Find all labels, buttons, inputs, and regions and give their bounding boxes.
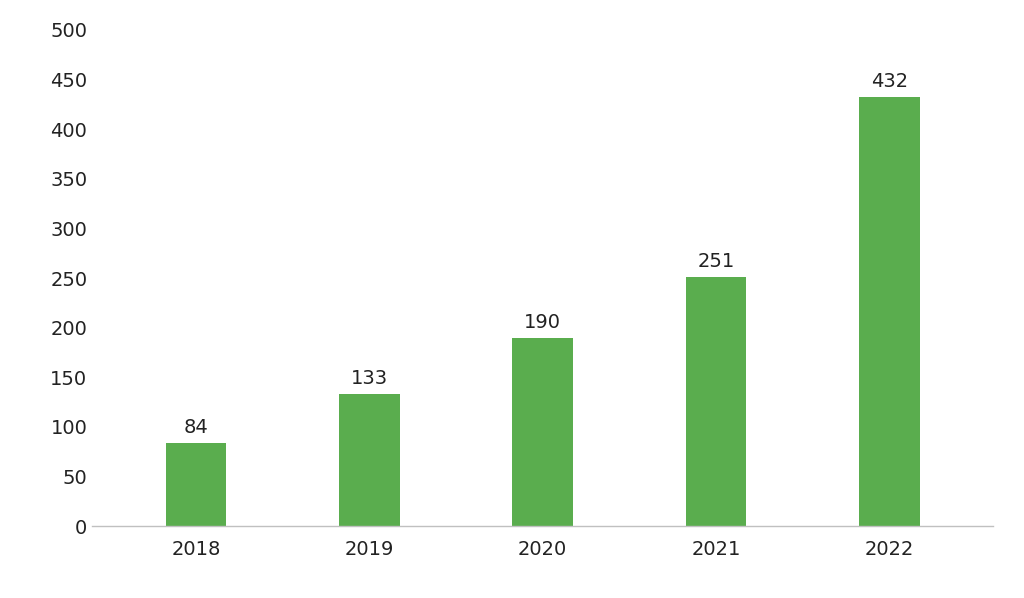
Bar [686, 277, 746, 526]
Bar [859, 97, 920, 526]
Text: 432: 432 [870, 72, 908, 91]
Bar [166, 443, 226, 526]
Bar [512, 338, 573, 526]
Text: 251: 251 [697, 252, 734, 271]
Text: 84: 84 [183, 418, 209, 437]
Bar [339, 394, 399, 526]
Text: 190: 190 [524, 313, 561, 332]
Text: 133: 133 [351, 369, 388, 388]
